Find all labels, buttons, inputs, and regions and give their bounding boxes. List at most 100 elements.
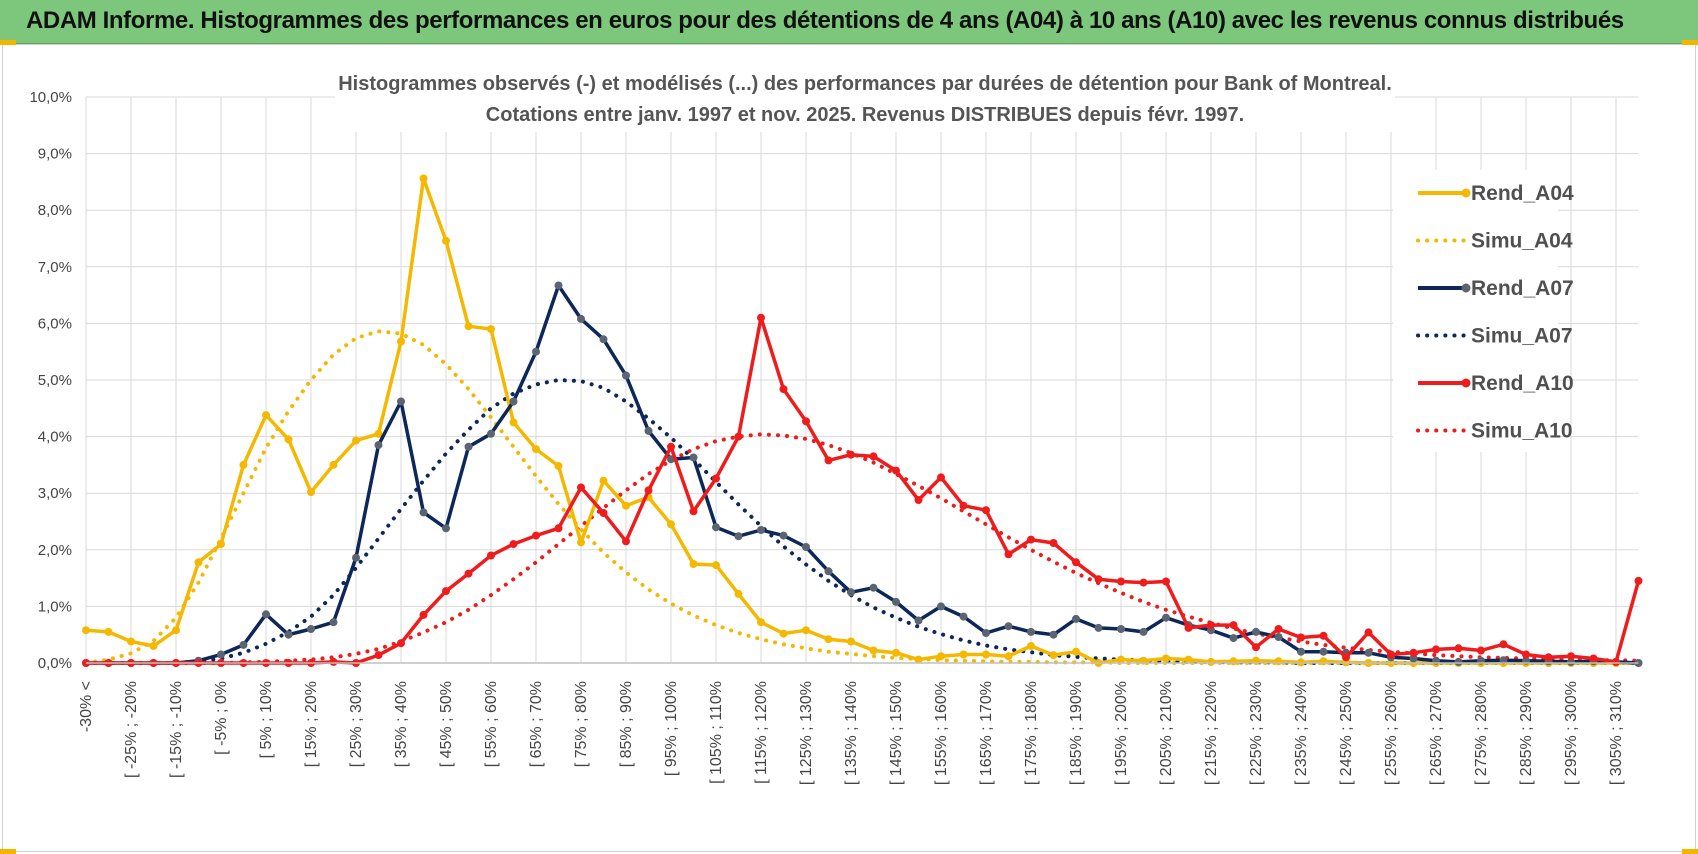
data-point <box>239 640 248 649</box>
data-point <box>194 558 203 567</box>
corner-mark <box>0 849 16 854</box>
x-tick-label: [ 85% ; 90% <box>618 681 635 767</box>
data-point <box>802 417 810 426</box>
data-point <box>1432 645 1440 654</box>
data-point <box>1499 656 1508 665</box>
data-point <box>329 618 338 627</box>
data-point <box>644 486 653 495</box>
data-point <box>532 347 540 356</box>
x-tick-label: [ 125% ; 130% <box>798 681 815 785</box>
data-point <box>779 385 788 394</box>
x-tick-label: [ 155% ; 160% <box>933 681 950 785</box>
data-point <box>1162 654 1170 663</box>
data-point <box>217 540 225 549</box>
data-point <box>959 501 968 510</box>
data-point <box>1612 657 1620 666</box>
data-point <box>824 456 833 465</box>
data-point <box>1117 625 1125 633</box>
data-point <box>892 648 900 657</box>
y-tick-label: 2,0% <box>38 542 72 559</box>
x-tick-label: [ 215% ; 220% <box>1203 681 1220 785</box>
data-point <box>802 543 810 551</box>
x-tick-label: [ 5% ; 10% <box>258 681 275 758</box>
data-point <box>1207 657 1215 666</box>
data-point <box>442 236 450 245</box>
y-tick-label: 0,0% <box>38 655 72 672</box>
data-point <box>284 630 293 639</box>
data-point <box>599 335 608 344</box>
data-point <box>712 474 720 483</box>
data-point <box>734 532 743 541</box>
data-point <box>1184 623 1193 632</box>
data-point <box>1229 621 1238 630</box>
data-point <box>374 441 383 450</box>
legend-label: Rend_A04 <box>1471 182 1574 205</box>
data-point <box>892 597 900 606</box>
x-tick-label: [ 305% ; 310% <box>1608 681 1625 785</box>
x-tick-label: [ 165% ; 170% <box>978 681 995 785</box>
data-point <box>1139 578 1148 587</box>
data-point <box>1072 614 1080 623</box>
data-point <box>937 473 945 482</box>
data-point <box>577 538 585 547</box>
x-tick-label: [ 145% ; 150% <box>888 681 905 785</box>
banner-title: ADAM Informe. Histogrammes des performan… <box>26 7 1624 34</box>
x-tick-label: [ 295% ; 300% <box>1563 681 1580 785</box>
data-point <box>464 322 473 331</box>
data-point <box>937 652 945 661</box>
data-point <box>689 560 698 568</box>
data-point <box>757 313 765 322</box>
x-tick-label: [ 55% ; 60% <box>483 681 500 767</box>
data-point <box>599 509 608 517</box>
legend: Rend_A04 Simu_A04 Rend_A07 Simu_A07 Rend_A10… <box>1393 170 1574 452</box>
y-tick-label: 10,0% <box>29 89 72 106</box>
data-point <box>397 639 405 648</box>
data-point <box>689 507 698 516</box>
data-point <box>1117 577 1125 586</box>
legend-label: Rend_A10 <box>1471 372 1574 395</box>
y-tick-label: 7,0% <box>38 259 72 276</box>
data-point <box>869 583 878 592</box>
series-simu-a07 <box>84 378 1641 665</box>
data-point <box>442 524 450 533</box>
x-tick-label: [ 225% ; 230% <box>1248 681 1265 785</box>
x-tick-label: [ 65% ; 70% <box>528 681 545 767</box>
data-point <box>509 540 518 549</box>
data-point <box>1162 613 1170 622</box>
data-point <box>397 337 405 346</box>
header-banner: ADAM Informe. Histogrammes des performan… <box>0 0 1698 44</box>
data-point <box>464 442 473 451</box>
data-point <box>1567 652 1575 661</box>
data-point <box>554 524 563 533</box>
x-tick-label: [ 185% ; 190% <box>1068 681 1085 785</box>
chart-frame <box>2 44 1696 852</box>
data-point <box>959 650 968 659</box>
data-point <box>779 629 788 638</box>
data-point <box>622 537 630 546</box>
data-point <box>599 476 608 485</box>
y-tick-label: 5,0% <box>38 372 72 389</box>
x-tick-label: [ 95% ; 100% <box>663 681 680 776</box>
data-point <box>509 418 518 427</box>
data-point <box>914 655 923 664</box>
data-point <box>1319 647 1328 656</box>
data-point <box>1589 654 1598 663</box>
x-tick-label: [ -5% ; 0% <box>213 681 230 755</box>
data-point <box>712 523 720 532</box>
data-point <box>1297 633 1305 642</box>
x-tick-label: [ 195% ; 200% <box>1113 681 1130 785</box>
data-point <box>262 411 270 420</box>
legend-item: Rend_A10 <box>1418 372 1574 395</box>
legend-marker <box>1461 378 1471 388</box>
data-point <box>1229 634 1238 643</box>
legend-label: Rend_A07 <box>1471 277 1574 300</box>
data-point <box>397 397 405 406</box>
data-point <box>1207 621 1215 630</box>
data-point <box>464 569 473 578</box>
data-point <box>667 520 675 529</box>
legend-item: Simu_A07 <box>1416 325 1573 348</box>
data-point <box>577 314 585 323</box>
x-tick-label: [ 285% ; 290% <box>1518 681 1535 785</box>
data-point <box>1477 646 1485 655</box>
data-point <box>1184 655 1193 664</box>
